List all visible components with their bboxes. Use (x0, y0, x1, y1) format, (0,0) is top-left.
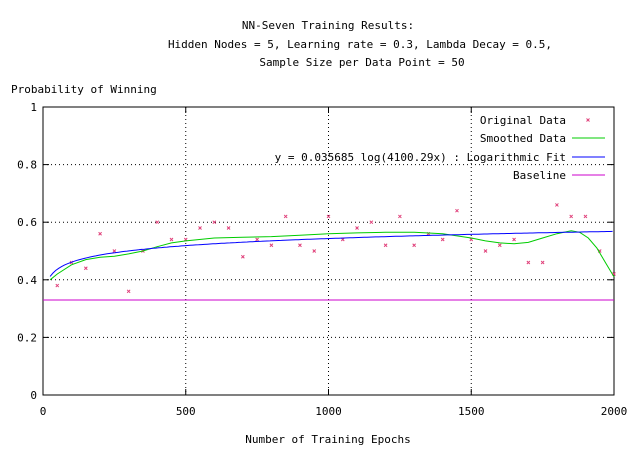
y-tick-label: 0.6 (17, 216, 37, 229)
legend-label: y = 0.035685 log(4100.29x) : Logarithmic… (275, 151, 566, 164)
y-tick-label: 0 (30, 389, 37, 402)
data-point-mark (212, 220, 217, 225)
data-point (240, 254, 245, 259)
tick-labels: 0 500 1000 1500 2000 0 0.2 0.4 0.6 0.8 1 (17, 101, 627, 418)
data-point-mark (369, 220, 374, 225)
data-point-mark (326, 214, 331, 219)
data-point (98, 231, 102, 236)
data-point (126, 289, 131, 294)
data-point (526, 260, 531, 265)
data-point (212, 220, 217, 225)
data-point-mark (312, 249, 317, 253)
data-point-mark (569, 214, 574, 219)
data-point-mark (126, 289, 131, 294)
data-point-mark (269, 243, 274, 248)
data-point (198, 226, 202, 230)
data-point-mark (226, 226, 231, 230)
data-point (483, 249, 488, 253)
data-point-mark (169, 237, 174, 242)
data-point-mark (555, 203, 559, 207)
data-point-mark (497, 243, 502, 248)
axes (42, 106, 615, 396)
data-point (555, 203, 559, 207)
data-point-mark (440, 237, 445, 242)
data-point (255, 237, 259, 242)
data-point-mark (112, 249, 117, 253)
x-tick-label: 2000 (601, 405, 628, 418)
legend-label: Smoothed Data (480, 132, 566, 145)
data-point (540, 260, 545, 265)
y-axis-label: Probability of Winning (11, 83, 157, 96)
x-tick-label: 1500 (458, 405, 485, 418)
data-point (269, 243, 274, 248)
data-point (583, 214, 588, 219)
data-point (226, 226, 231, 230)
plot-series (43, 203, 616, 301)
title-line-2: Hidden Nodes = 5, Learning rate = 0.3, L… (168, 38, 552, 51)
y-tick-label: 0.4 (17, 274, 37, 287)
data-point-mark (255, 237, 259, 242)
data-point (155, 220, 160, 225)
data-point-mark (83, 266, 88, 271)
data-point (83, 266, 88, 271)
legend: Original Data Smoothed Data y = 0.035685 l… (275, 114, 605, 182)
title-line-3: Sample Size per Data Point = 50 (259, 56, 464, 69)
data-point (169, 237, 174, 242)
legend-label: Baseline (513, 169, 566, 182)
gridlines (43, 107, 614, 395)
data-point-mark (583, 214, 588, 219)
data-point-mark (412, 243, 417, 248)
y-tick-label: 1 (30, 101, 37, 114)
data-point (112, 249, 117, 253)
x-axis-label: Number of Training Epochs (245, 433, 411, 446)
smoothed-data-line (49, 230, 615, 281)
data-point (55, 283, 60, 288)
legend-swatch (586, 118, 590, 122)
data-point (497, 243, 502, 248)
x-tick-label: 1000 (315, 405, 342, 418)
data-point-mark (183, 237, 188, 242)
data-point-mark (540, 260, 545, 265)
data-point-mark (155, 220, 160, 225)
data-point (440, 237, 445, 242)
data-point-mark (512, 237, 516, 242)
y-tick-label: 0.8 (17, 159, 37, 172)
data-point (369, 220, 374, 225)
data-point (355, 226, 359, 230)
data-point (383, 243, 388, 248)
y-tick-label: 0.2 (17, 331, 37, 344)
data-point (298, 243, 302, 248)
data-point (412, 243, 417, 248)
x-tick-label: 500 (176, 405, 196, 418)
data-point-mark (383, 243, 388, 248)
data-point-mark (98, 231, 102, 236)
data-point-mark (355, 226, 359, 230)
title-line-1: NN-Seven Training Results: (242, 19, 414, 32)
data-point (312, 249, 317, 253)
data-point (398, 214, 402, 219)
data-point-mark (298, 243, 302, 248)
data-point (569, 214, 574, 219)
chart-title: NN-Seven Training Results: Hidden Nodes … (168, 19, 552, 69)
data-point-mark (483, 249, 488, 253)
data-point-mark (240, 254, 245, 259)
data-point-mark (526, 260, 531, 265)
data-point (512, 237, 516, 242)
legend-label: Original Data (480, 114, 566, 127)
data-point (283, 214, 288, 219)
data-point-mark (398, 214, 402, 219)
data-point (326, 214, 331, 219)
logarithmic-fit-line (49, 230, 613, 277)
data-point-mark (198, 226, 202, 230)
x-tick-label: 0 (40, 405, 47, 418)
data-point (455, 208, 459, 213)
data-point-mark (283, 214, 288, 219)
data-point-mark (455, 208, 459, 213)
data-point-mark (55, 283, 60, 288)
